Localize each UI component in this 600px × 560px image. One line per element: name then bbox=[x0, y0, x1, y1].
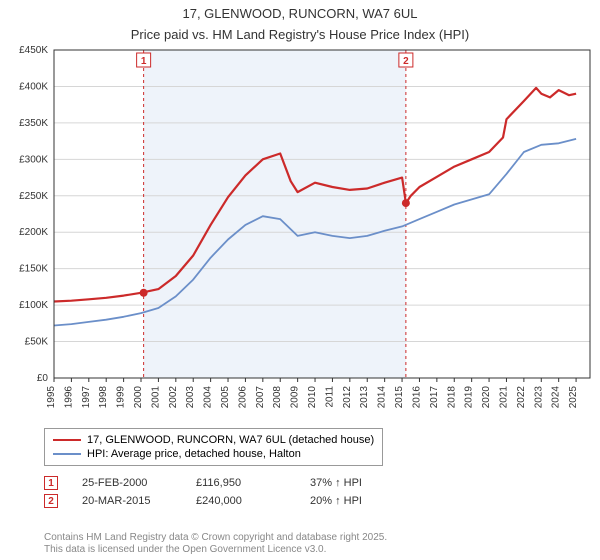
svg-text:2020: 2020 bbox=[481, 386, 492, 409]
legend-label-2: HPI: Average price, detached house, Halt… bbox=[87, 448, 301, 460]
marker-row-2: 2 20-MAR-2015 £240,000 20% ↑ HPI bbox=[44, 492, 400, 510]
legend-row-1: 17, GLENWOOD, RUNCORN, WA7 6UL (detached… bbox=[53, 433, 374, 447]
svg-text:2017: 2017 bbox=[429, 386, 440, 409]
svg-text:2024: 2024 bbox=[551, 386, 562, 409]
svg-text:2011: 2011 bbox=[324, 386, 335, 408]
svg-text:£0: £0 bbox=[37, 373, 49, 384]
svg-text:1997: 1997 bbox=[81, 386, 92, 409]
marker-badge-2: 2 bbox=[44, 494, 58, 508]
marker-pct-2: 20% ↑ HPI bbox=[310, 495, 400, 507]
legend-row-2: HPI: Average price, detached house, Halt… bbox=[53, 447, 374, 461]
svg-text:£200K: £200K bbox=[19, 227, 48, 238]
svg-text:2008: 2008 bbox=[272, 386, 283, 409]
svg-text:£100K: £100K bbox=[19, 300, 48, 311]
svg-text:2010: 2010 bbox=[307, 386, 318, 409]
svg-text:2013: 2013 bbox=[359, 386, 370, 409]
marker-badge-1: 1 bbox=[44, 476, 58, 490]
svg-text:2003: 2003 bbox=[185, 386, 196, 409]
svg-text:2021: 2021 bbox=[498, 386, 509, 409]
marker-row-1: 1 25-FEB-2000 £116,950 37% ↑ HPI bbox=[44, 474, 400, 492]
svg-text:2000: 2000 bbox=[133, 386, 144, 409]
chart-title-line1: 17, GLENWOOD, RUNCORN, WA7 6UL bbox=[0, 0, 600, 27]
copyright: Contains HM Land Registry data © Crown c… bbox=[44, 532, 387, 556]
svg-text:2009: 2009 bbox=[290, 386, 301, 409]
svg-text:1995: 1995 bbox=[46, 386, 57, 409]
marker-date-2: 20-MAR-2015 bbox=[82, 495, 172, 507]
svg-text:2004: 2004 bbox=[203, 386, 214, 409]
svg-text:2006: 2006 bbox=[237, 386, 248, 409]
legend-label-1: 17, GLENWOOD, RUNCORN, WA7 6UL (detached… bbox=[87, 434, 374, 446]
svg-text:2005: 2005 bbox=[220, 386, 231, 409]
svg-text:2018: 2018 bbox=[446, 386, 457, 409]
svg-text:£300K: £300K bbox=[19, 154, 48, 165]
svg-text:1998: 1998 bbox=[98, 386, 109, 409]
svg-text:1999: 1999 bbox=[116, 386, 127, 409]
marker-price-1: £116,950 bbox=[196, 477, 286, 489]
copyright-line1: Contains HM Land Registry data © Crown c… bbox=[44, 532, 387, 544]
svg-text:1996: 1996 bbox=[63, 386, 74, 409]
marker-pct-1: 37% ↑ HPI bbox=[310, 477, 400, 489]
marker-table: 1 25-FEB-2000 £116,950 37% ↑ HPI 2 20-MA… bbox=[44, 474, 400, 510]
svg-text:2025: 2025 bbox=[568, 386, 579, 409]
svg-text:2012: 2012 bbox=[342, 386, 353, 409]
svg-text:2015: 2015 bbox=[394, 386, 405, 409]
svg-text:2019: 2019 bbox=[464, 386, 475, 409]
svg-text:2022: 2022 bbox=[516, 386, 527, 409]
svg-text:£400K: £400K bbox=[19, 81, 48, 92]
svg-text:2: 2 bbox=[403, 56, 409, 67]
svg-text:2002: 2002 bbox=[168, 386, 179, 409]
svg-text:1: 1 bbox=[141, 56, 147, 67]
legend: 17, GLENWOOD, RUNCORN, WA7 6UL (detached… bbox=[44, 428, 383, 466]
marker-date-1: 25-FEB-2000 bbox=[82, 477, 172, 489]
svg-text:£50K: £50K bbox=[25, 337, 49, 348]
svg-text:£350K: £350K bbox=[19, 118, 48, 129]
svg-text:£150K: £150K bbox=[19, 264, 48, 275]
svg-text:2016: 2016 bbox=[411, 386, 422, 409]
svg-text:2014: 2014 bbox=[377, 386, 388, 409]
chart-area: £0 £50K £100K £150K £200K £250K £300K £350K £400… bbox=[0, 44, 600, 420]
svg-text:£250K: £250K bbox=[19, 191, 48, 202]
marker-price-2: £240,000 bbox=[196, 495, 286, 507]
svg-text:2007: 2007 bbox=[255, 386, 266, 409]
line-chart-svg: £0 £50K £100K £150K £200K £250K £300K £350K £400… bbox=[0, 44, 600, 420]
legend-swatch-2 bbox=[53, 453, 81, 455]
svg-text:£450K: £450K bbox=[19, 45, 48, 56]
svg-text:2023: 2023 bbox=[533, 386, 544, 409]
copyright-line2: This data is licensed under the Open Gov… bbox=[44, 544, 387, 556]
svg-text:2001: 2001 bbox=[150, 386, 161, 409]
legend-swatch-1 bbox=[53, 439, 81, 441]
